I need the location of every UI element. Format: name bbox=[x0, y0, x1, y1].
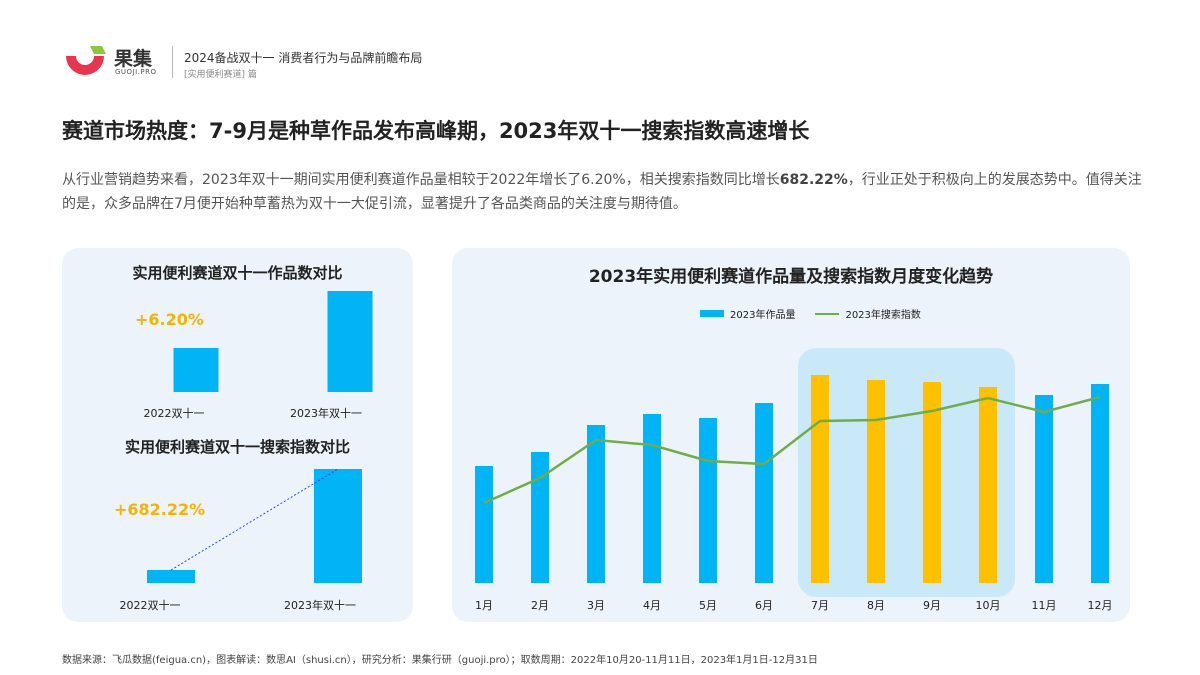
chart1-x-label: 2022双十一 bbox=[143, 407, 205, 420]
para-text: ，行业正处于积极向上的发展态势中。值得关注的是，众多品牌在7月便开始种草蓄热为双… bbox=[62, 172, 1142, 212]
bar-1月 bbox=[475, 466, 493, 583]
chart3-title: 2023年实用便利赛道作品量及搜索指数月度变化趋势 bbox=[588, 267, 994, 287]
chart2-title: 实用便利赛道双十一搜索指数对比 bbox=[124, 438, 350, 456]
divider bbox=[172, 46, 173, 78]
x-tick-label: 5月 bbox=[699, 599, 717, 612]
para-highlight: 682.22% bbox=[779, 172, 848, 188]
comparison-bar bbox=[173, 348, 219, 392]
legend-bar-swatch bbox=[700, 310, 724, 317]
bar-2月 bbox=[531, 452, 549, 583]
x-tick-label: 9月 bbox=[923, 599, 941, 612]
legend-line-swatch bbox=[815, 312, 840, 315]
x-tick-label: 1月 bbox=[475, 599, 493, 612]
x-tick-label: 11月 bbox=[1032, 599, 1057, 612]
chart2-x-label: 2023年双十一 bbox=[284, 599, 356, 612]
x-tick-label: 8月 bbox=[867, 599, 885, 612]
bar-10月 bbox=[979, 387, 997, 583]
chart1-annotation: +6.20% bbox=[135, 310, 204, 329]
bar-11月 bbox=[1035, 395, 1053, 583]
comparison-charts bbox=[147, 291, 373, 583]
legend-label: 2023年作品量 bbox=[730, 310, 796, 321]
bar-7月 bbox=[811, 375, 829, 583]
legend-label: 2023年搜索指数 bbox=[845, 310, 921, 321]
bar-3月 bbox=[587, 425, 605, 583]
x-tick-label: 4月 bbox=[643, 599, 661, 612]
report-title: 2024备战双十一 消费者行为与品牌前瞻布局 bbox=[184, 51, 423, 65]
growth-connector bbox=[170, 468, 339, 571]
right-panel bbox=[452, 248, 1130, 622]
x-tick-label: 3月 bbox=[587, 599, 605, 612]
page-title: 赛道市场热度：7-9月是种草作品发布高峰期，2023年双十一搜索指数高速增长 bbox=[62, 119, 810, 143]
x-tick-label: 7月 bbox=[811, 599, 829, 612]
chart2-annotation: +682.22% bbox=[114, 500, 206, 519]
x-tick-label: 12月 bbox=[1088, 599, 1113, 612]
footer-source: 数据来源：飞瓜数据(feigua.cn)，图表解读：数思AI（shusi.cn）… bbox=[62, 655, 818, 666]
monthly-chart: 1月 2月 3月 4月 5月 6月 7月 8月 9月 10月 11月 12月 bbox=[475, 375, 1113, 612]
brand-name: 果集 bbox=[114, 48, 153, 70]
report-subtitle: [实用便利赛道] 篇 bbox=[184, 70, 257, 80]
para-text: 从行业营销趋势来看，2023年双十一期间实用便利赛道作品量相较于2022年增长了… bbox=[62, 172, 780, 188]
comparison-bar bbox=[147, 570, 195, 583]
bar-8月 bbox=[867, 380, 885, 583]
peak-highlight bbox=[798, 348, 1015, 597]
bar-6月 bbox=[755, 403, 773, 583]
chart1-title: 实用便利赛道双十一作品数对比 bbox=[132, 264, 343, 282]
brand-domain: GUOJI.PRO bbox=[115, 68, 157, 76]
chart2-x-label: 2022双十一 bbox=[119, 599, 181, 612]
x-tick-label: 10月 bbox=[976, 599, 1001, 612]
comparison-bar bbox=[327, 291, 373, 392]
bar-4月 bbox=[643, 414, 661, 583]
legend: 2023年作品量 2023年搜索指数 bbox=[700, 306, 921, 321]
guoji-logo bbox=[66, 46, 106, 75]
x-tick-label: 2月 bbox=[531, 599, 549, 612]
bar-9月 bbox=[923, 382, 941, 583]
bar-5月 bbox=[699, 418, 717, 583]
summary-paragraph: 从行业营销趋势来看，2023年双十一期间实用便利赛道作品量相较于2022年增长了… bbox=[62, 168, 1142, 216]
x-tick-label: 6月 bbox=[755, 599, 773, 612]
search-index-line bbox=[483, 395, 1101, 505]
comparison-bar bbox=[314, 469, 362, 583]
bar-12月 bbox=[1091, 384, 1109, 583]
chart1-x-label: 2023年双十一 bbox=[290, 407, 362, 420]
